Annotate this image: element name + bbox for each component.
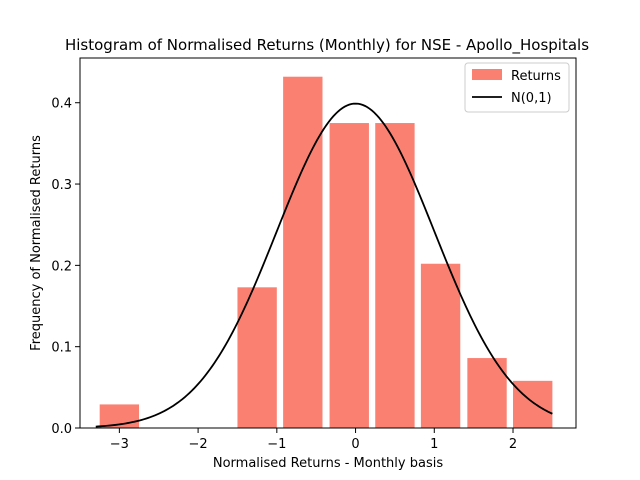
histogram-bar-8	[467, 358, 507, 428]
chart-title: Histogram of Normalised Returns (Monthly…	[65, 36, 589, 55]
histogram-bar-9	[513, 380, 553, 428]
y-tick-label: 0.2	[51, 259, 72, 274]
x-tick-label: −3	[110, 437, 129, 452]
x-tick-label: −1	[267, 437, 286, 452]
x-tick-label: 2	[509, 437, 517, 452]
y-tick-label: 0.4	[51, 97, 72, 112]
y-tick-label: 0.3	[51, 178, 72, 193]
x-axis-ticks: −3 −2 −1 0 1 2	[110, 428, 517, 452]
legend-label-returns: Returns	[511, 69, 561, 84]
plot-frame	[79, 57, 577, 429]
y-axis-ticks: 0.0 0.1 0.2 0.3 0.4	[51, 97, 80, 437]
histogram-bar-4	[283, 76, 323, 428]
y-axis-label: Frequency of Normalised Returns	[29, 135, 44, 351]
curve-layer	[95, 102, 553, 428]
y-tick-label: 0.1	[51, 341, 72, 356]
x-tick-label: −2	[189, 437, 208, 452]
x-tick-label: 0	[351, 437, 359, 452]
bars-layer	[99, 76, 553, 429]
x-tick-label: 1	[430, 437, 438, 452]
legend-swatch-returns	[472, 69, 502, 80]
histogram-bar-7	[420, 263, 461, 428]
normal-curve-line	[95, 102, 553, 428]
legend: Returns N(0,1)	[464, 62, 570, 113]
histogram-bar-5	[329, 123, 369, 429]
y-tick-label: 0.0	[51, 422, 72, 437]
x-axis-label: Normalised Returns - Monthly basis	[213, 456, 443, 471]
histogram-bar-6	[375, 123, 415, 429]
legend-label-normal: N(0,1)	[511, 91, 552, 106]
